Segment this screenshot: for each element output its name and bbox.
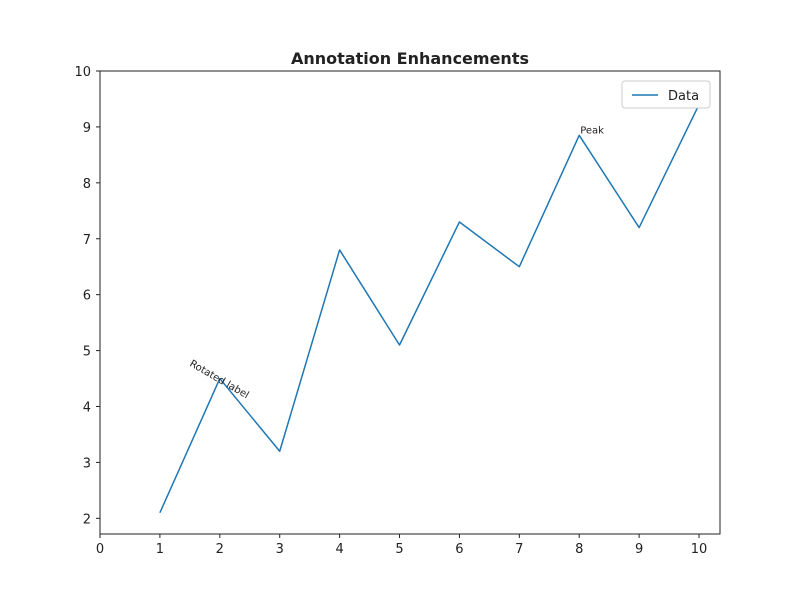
x-tick-label: 3	[276, 542, 284, 557]
y-tick-label: 3	[83, 456, 91, 471]
x-tick-label: 6	[455, 542, 463, 557]
y-tick-label: 7	[83, 233, 91, 248]
legend-box	[621, 80, 711, 109]
y-tick-label: 8	[83, 177, 91, 192]
x-tick-label: 7	[515, 542, 523, 557]
y-tick-label: 2	[83, 512, 91, 527]
legend-label-0: Data	[668, 89, 699, 104]
x-tick-label: 0	[96, 542, 104, 557]
annotation-1: Peak	[580, 125, 604, 136]
y-tick-label: 6	[83, 289, 91, 304]
x-tick-label: 9	[635, 542, 643, 557]
x-tick-label: 5	[395, 542, 403, 557]
plot-area: Rotated label Peak	[159, 104, 700, 514]
x-tick-label: 4	[335, 542, 343, 557]
x-tick-label: 10	[691, 542, 708, 557]
series-line-0	[159, 104, 700, 514]
x-tick-label: 1	[156, 542, 164, 557]
y-tick-label: 10	[74, 65, 91, 80]
x-tick-label: 2	[216, 542, 224, 557]
y-tick-label: 9	[83, 121, 91, 136]
annotation-0: Rotated label	[188, 358, 251, 401]
y-tick-label: 5	[83, 345, 91, 360]
x-tick-label: 8	[575, 542, 583, 557]
legend: Data	[621, 80, 711, 109]
axes: 0 1 2 3 4 5 6 7 8 9 10 2 3 4 5 6 7 8 9 10	[74, 65, 721, 557]
axes-frame	[99, 70, 721, 535]
y-tick-label: 4	[83, 401, 91, 416]
chart-title: Annotation Enhancements	[291, 49, 529, 68]
